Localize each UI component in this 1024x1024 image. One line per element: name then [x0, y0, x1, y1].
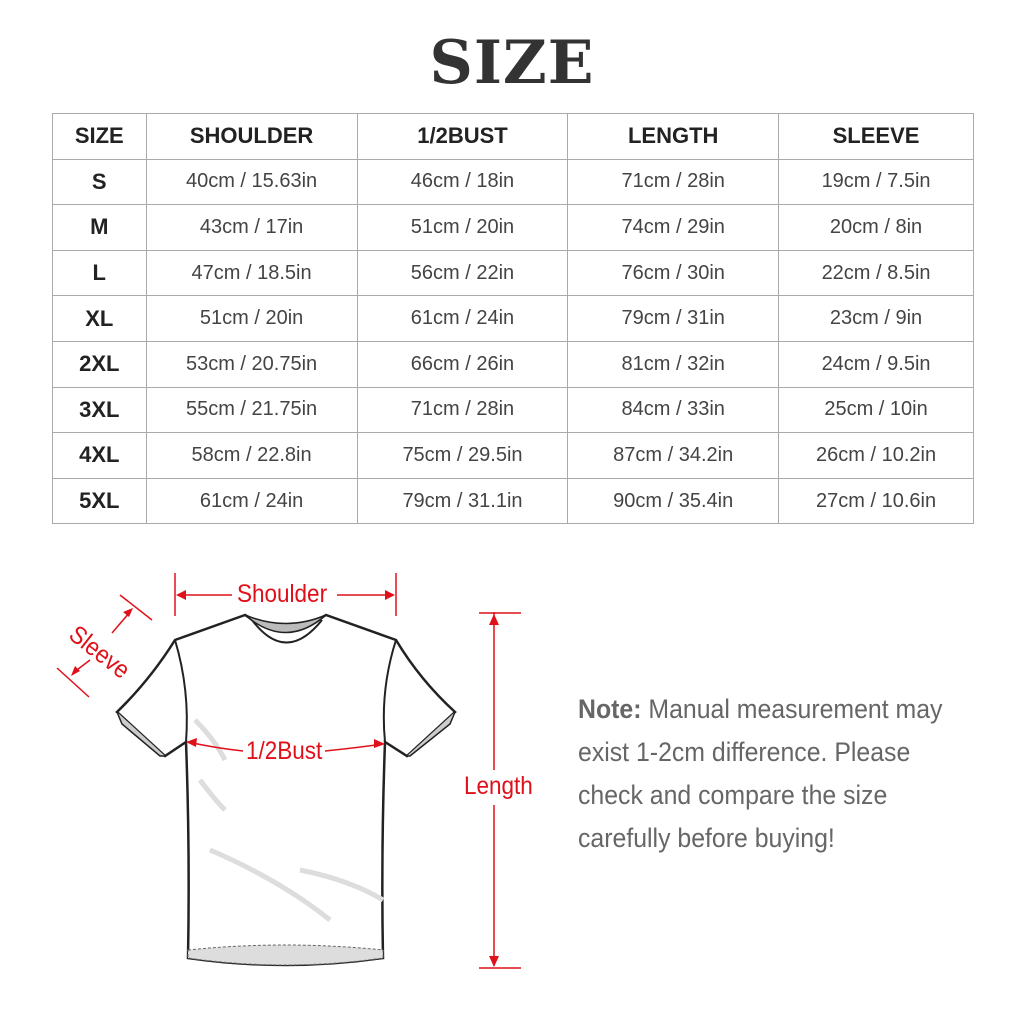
measurement-cell: 58cm / 22.8in: [145, 432, 358, 479]
measurement-cell: 71cm / 28in: [356, 386, 569, 434]
measurement-cell: 79cm / 31.1in: [356, 477, 569, 525]
measurement-cell: 71cm / 28in: [567, 158, 780, 206]
measurement-cell: 46cm / 18in: [356, 158, 569, 206]
page-title: SIZE: [429, 28, 595, 98]
measurement-cell: 20cm / 8in: [778, 204, 974, 251]
measurement-cell: 66cm / 26in: [356, 340, 569, 388]
column-header: SIZE: [52, 113, 147, 160]
column-header: LENGTH: [567, 113, 780, 160]
measurement-cell: 87cm / 34.2in: [567, 432, 780, 479]
size-cell: 5XL: [52, 477, 147, 525]
measurement-cell: 90cm / 35.4in: [567, 477, 780, 525]
measurement-cell: 40cm / 15.63in: [145, 158, 358, 206]
measurement-cell: 75cm / 29.5in: [356, 432, 569, 479]
size-cell: XL: [52, 295, 147, 342]
column-header: SLEEVE: [778, 113, 974, 160]
measurement-cell: 76cm / 30in: [567, 249, 780, 297]
table-row: 5XL 61cm / 24in 79cm / 31.1in 90cm / 35.4in…: [52, 477, 974, 525]
note-text: Manual measurement may exist 1-2cm diffe…: [578, 694, 943, 853]
table-header-row: SIZE SHOULDER 1/2BUST LENGTH SLEEVE: [52, 113, 974, 160]
measurement-cell: 43cm / 17in: [145, 204, 358, 251]
table-row: 2XL 53cm / 20.75in 66cm / 26in 81cm / 32in 2…: [52, 340, 974, 388]
measurement-cell: 74cm / 29in: [567, 204, 780, 251]
tshirt-illustration: [115, 613, 457, 967]
measurement-cell: 55cm / 21.75in: [145, 386, 358, 434]
size-cell: 3XL: [52, 386, 147, 434]
column-header: 1/2BUST: [356, 113, 569, 160]
table-row: 3XL 55cm / 21.75in 71cm / 28in 84cm / 33in 2…: [52, 386, 974, 434]
measurement-cell: 24cm / 9.5in: [778, 340, 974, 388]
measurement-cell: 19cm / 7.5in: [778, 158, 974, 206]
measurement-cell: 22cm / 8.5in: [778, 249, 974, 297]
size-cell: S: [52, 158, 147, 206]
size-table: SIZE SHOULDER 1/2BUST LENGTH SLEEVE S 40cm / …: [52, 113, 974, 525]
measurement-arrows: [56, 573, 521, 969]
note-label: Note:: [578, 694, 642, 724]
shoulder-label: Shoulder: [237, 580, 328, 608]
measurement-cell: 27cm / 10.6in: [778, 477, 974, 525]
measurement-cell: 84cm / 33in: [567, 386, 780, 434]
measurement-cell: 61cm / 24in: [145, 477, 358, 525]
table-row: M 43cm / 17in 51cm / 20in 74cm / 29in 20cm /…: [52, 204, 974, 251]
measurement-cell: 23cm / 9in: [778, 295, 974, 342]
table-row: L 47cm / 18.5in 56cm / 22in 76cm / 30in 22cm…: [52, 249, 974, 297]
table-row: S 40cm / 15.63in 46cm / 18in 71cm / 28in 19c…: [52, 158, 974, 206]
note: Note: Manual measurement may exist 1-2cm…: [578, 688, 964, 860]
measurement-cell: 47cm / 18.5in: [145, 249, 358, 297]
bust-label: 1/2Bust: [246, 737, 323, 765]
measurement-cell: 81cm / 32in: [567, 340, 780, 388]
measurement-cell: 79cm / 31in: [567, 295, 780, 342]
measurement-cell: 25cm / 10in: [778, 386, 974, 434]
length-label: Length: [464, 772, 533, 800]
measurement-cell: 56cm / 22in: [356, 249, 569, 297]
measurement-cell: 51cm / 20in: [356, 204, 569, 251]
